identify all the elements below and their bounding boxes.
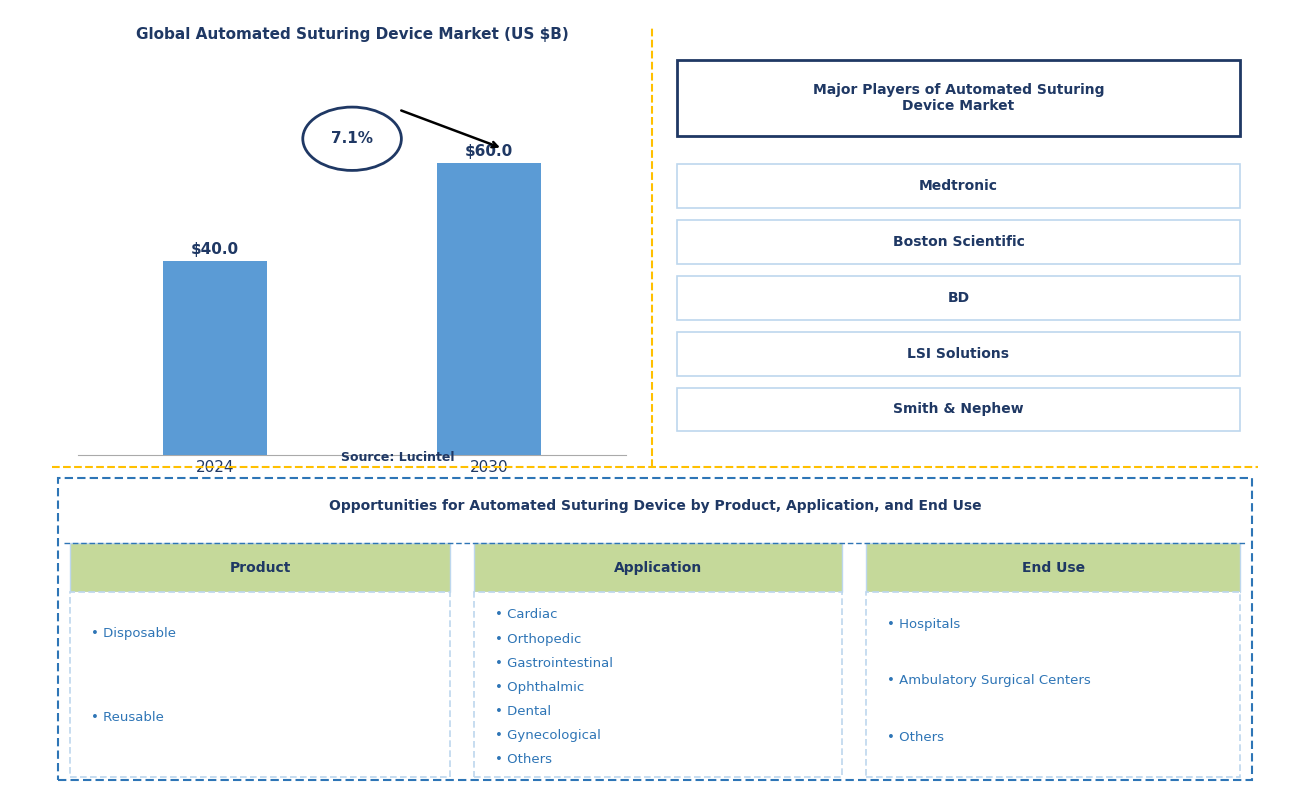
Text: Product: Product: [230, 561, 291, 574]
FancyBboxPatch shape: [70, 543, 450, 592]
FancyBboxPatch shape: [59, 479, 1252, 780]
FancyBboxPatch shape: [866, 543, 1240, 592]
Text: • Ambulatory Surgical Centers: • Ambulatory Surgical Centers: [887, 674, 1090, 687]
Text: • Others: • Others: [494, 753, 552, 766]
Text: • Cardiac: • Cardiac: [494, 608, 557, 622]
Bar: [163, 260, 267, 455]
Title: Global Automated Suturing Device Market (US $B): Global Automated Suturing Device Market …: [136, 27, 569, 42]
Text: • Hospitals: • Hospitals: [887, 618, 960, 631]
Bar: [437, 163, 541, 455]
FancyBboxPatch shape: [866, 592, 1240, 777]
Text: • Others: • Others: [887, 731, 944, 744]
FancyBboxPatch shape: [677, 276, 1240, 320]
Text: • Ophthalmic: • Ophthalmic: [494, 681, 584, 694]
Text: Major Players of Automated Suturing
Device Market: Major Players of Automated Suturing Devi…: [812, 83, 1104, 113]
Text: $60.0: $60.0: [464, 144, 514, 159]
FancyBboxPatch shape: [677, 164, 1240, 208]
Text: • Dental: • Dental: [494, 705, 552, 718]
Text: $40.0: $40.0: [192, 241, 239, 256]
Text: • Disposable: • Disposable: [91, 626, 176, 639]
Text: Application: Application: [614, 561, 703, 574]
Text: Source: Lucintel: Source: Lucintel: [340, 451, 455, 464]
Text: BD: BD: [948, 291, 969, 304]
Text: Boston Scientific: Boston Scientific: [892, 235, 1025, 248]
Text: End Use: End Use: [1022, 561, 1085, 574]
Text: • Gynecological: • Gynecological: [494, 729, 601, 742]
Text: • Orthopedic: • Orthopedic: [494, 633, 582, 646]
FancyBboxPatch shape: [677, 332, 1240, 376]
FancyBboxPatch shape: [677, 220, 1240, 264]
FancyBboxPatch shape: [475, 592, 842, 777]
Text: 7.1%: 7.1%: [331, 131, 373, 146]
Text: Opportunities for Automated Suturing Device by Product, Application, and End Use: Opportunities for Automated Suturing Dev…: [329, 499, 982, 513]
Text: Medtronic: Medtronic: [919, 179, 998, 193]
FancyBboxPatch shape: [677, 60, 1240, 136]
FancyBboxPatch shape: [70, 592, 450, 777]
FancyBboxPatch shape: [475, 543, 842, 592]
Text: • Reusable: • Reusable: [91, 711, 163, 724]
Text: • Gastrointestinal: • Gastrointestinal: [494, 657, 613, 670]
FancyBboxPatch shape: [677, 388, 1240, 431]
Text: LSI Solutions: LSI Solutions: [908, 347, 1009, 360]
Text: Smith & Nephew: Smith & Nephew: [893, 403, 1024, 416]
